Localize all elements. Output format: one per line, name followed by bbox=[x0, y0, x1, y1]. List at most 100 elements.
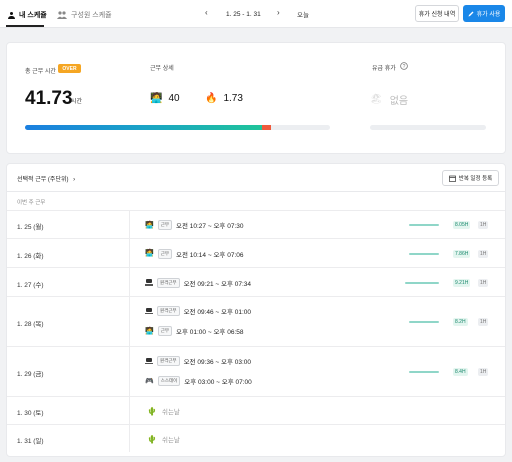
work-timeline bbox=[409, 371, 439, 373]
work-entry[interactable]: 원격근무 오전 09:21 ~ 오후 07:34 bbox=[145, 277, 252, 288]
break-badge: 1H bbox=[478, 318, 489, 326]
chevron-right-icon: › bbox=[73, 177, 76, 183]
work-time: 오전 10:14 ~ 오후 07:06 bbox=[176, 251, 244, 259]
tab-my-schedule-label: 내 스케쥴 bbox=[19, 12, 47, 19]
worker-count: 40 bbox=[168, 93, 180, 104]
work-type-tag: 원격근무 bbox=[157, 306, 180, 316]
schedule-header: 선택적 근무 (주단위) › 반복 일정 등록 bbox=[7, 164, 505, 192]
work-entry[interactable]: 🧑‍💻 근무 오전 10:14 ~ 오후 07:06 bbox=[145, 248, 244, 259]
summary-card bbox=[6, 42, 506, 154]
paid-leave-label: 유급 휴가 bbox=[372, 66, 396, 72]
work-entry[interactable]: 🎮 스스데이 오후 03:00 ~ 오후 07:00 bbox=[145, 376, 252, 386]
cactus-icon: 🌵 bbox=[147, 406, 157, 416]
break-badge: 1H bbox=[478, 221, 489, 229]
pencil-icon bbox=[468, 11, 474, 16]
rest-day: 🌵 쉬는날 bbox=[147, 434, 180, 445]
row-date: 1. 26 (화) bbox=[17, 252, 44, 260]
laptop-icon bbox=[145, 307, 153, 315]
total-work-label: 총 근무 시간 bbox=[25, 69, 56, 75]
work-entry[interactable]: 🧑‍💻 근무 오전 10:27 ~ 오후 07:30 bbox=[145, 220, 243, 230]
schedule-type-link[interactable]: 선택적 근무 (주단위) › bbox=[17, 174, 75, 183]
work-time: 오전 10:27 ~ 오후 07:30 bbox=[176, 223, 244, 230]
rest-day: 🌵 쉬는날 bbox=[147, 406, 180, 417]
leave-history-button[interactable]: 휴가 신청 내역 bbox=[415, 5, 459, 22]
break-badge: 1H bbox=[478, 249, 489, 258]
progress-normal-fill bbox=[25, 125, 262, 130]
work-time: 오전 09:46 ~ 오후 01:00 bbox=[183, 309, 252, 316]
work-time: 오전 09:36 ~ 오후 03:00 bbox=[183, 359, 252, 366]
overtime-value: 1.73 bbox=[223, 93, 243, 104]
schedule-row[interactable]: 1. 29 (금) 원격근무 오전 09:36 ~ 오후 03:00 🎮 스스데이 오후 … bbox=[7, 346, 505, 396]
progress-over-fill bbox=[262, 125, 271, 130]
fire-icon: 🔥 bbox=[205, 92, 218, 104]
laptop-icon bbox=[145, 357, 153, 365]
row-date: 1. 25 (월) bbox=[17, 224, 44, 231]
work-detail-label: 근무 상세 bbox=[150, 66, 174, 72]
tab-member-schedule[interactable]: 구성원 스케쥴 bbox=[57, 8, 112, 22]
next-week-button[interactable]: › bbox=[277, 8, 280, 17]
schedule-type-label: 선택적 근무 (주단위) bbox=[17, 177, 69, 183]
work-time: 오후 03:00 ~ 오후 07:00 bbox=[184, 379, 252, 386]
row-divider bbox=[129, 211, 130, 238]
leave-value: 없음 bbox=[389, 96, 409, 107]
work-hours-badge: 8.4H bbox=[453, 368, 468, 376]
total-hours-value: 41.73 bbox=[25, 88, 73, 109]
help-icon[interactable]: ? bbox=[400, 62, 408, 70]
work-type-tag: 근무 bbox=[157, 220, 172, 230]
leave-progress-bar bbox=[370, 125, 486, 130]
work-type-tag: 원격근무 bbox=[157, 356, 180, 366]
use-leave-label: 휴가 사용 bbox=[476, 12, 501, 18]
work-timeline bbox=[409, 252, 439, 255]
work-type-tag: 원격근무 bbox=[157, 277, 180, 288]
row-date: 1. 27 (수) bbox=[17, 281, 44, 289]
worker-emoji-icon: 🧑‍💻 bbox=[145, 250, 154, 257]
beach-icon: 🏖 bbox=[370, 93, 383, 105]
work-timeline bbox=[409, 224, 439, 226]
row-divider bbox=[129, 297, 130, 346]
leave-status: 🏖 없음 bbox=[370, 92, 408, 107]
date-range: 1. 25 - 1. 31 bbox=[226, 10, 261, 18]
laptop-icon bbox=[145, 279, 153, 286]
rest-label: 쉬는날 bbox=[161, 409, 180, 416]
work-type-tag: 근무 bbox=[157, 248, 172, 259]
row-date: 1. 28 (목) bbox=[17, 321, 44, 328]
calendar-icon bbox=[448, 175, 456, 182]
work-entry[interactable]: 원격근무 오전 09:36 ~ 오후 03:00 bbox=[145, 356, 251, 366]
work-hours-badge: 8.2H bbox=[453, 318, 468, 326]
row-date: 1. 30 (토) bbox=[17, 410, 44, 417]
schedule-row[interactable]: 1. 30 (토) 🌵 쉬는날 bbox=[7, 396, 505, 424]
work-time: 오후 01:00 ~ 오후 06:58 bbox=[176, 329, 244, 336]
tab-my-schedule[interactable]: 내 스케쥴 bbox=[8, 8, 47, 22]
gamepad-icon: 🎮 bbox=[145, 377, 154, 385]
use-leave-button[interactable]: 휴가 사용 bbox=[463, 5, 505, 22]
schedule-row[interactable]: 1. 31 (일) 🌵 쉬는날 bbox=[7, 424, 505, 452]
work-time: 오전 09:21 ~ 오후 07:34 bbox=[183, 280, 252, 288]
row-divider bbox=[129, 239, 130, 267]
leave-history-label: 휴가 신청 내역 bbox=[418, 12, 456, 18]
work-entry[interactable]: 🧑‍💻 근무 오후 01:00 ~ 오후 06:58 bbox=[145, 326, 243, 336]
work-timeline bbox=[405, 281, 439, 284]
work-hours-badge: 8.05H bbox=[453, 221, 471, 229]
over-badge: OVER bbox=[58, 64, 81, 73]
schedule-row[interactable]: 1. 27 (수) 원격근무 오전 09:21 ~ 오후 07:34 9.21H 1H bbox=[7, 267, 505, 296]
cactus-icon: 🌵 bbox=[147, 434, 157, 444]
schedule-row[interactable]: 1. 26 (화) 🧑‍💻 근무 오전 10:14 ~ 오후 07:06 7.86H 1H bbox=[7, 238, 505, 267]
today-button[interactable]: 오늘 bbox=[297, 12, 309, 19]
worker-emoji-icon: 🧑‍💻 bbox=[150, 92, 163, 104]
top-bar: 내 스케쥴 구성원 스케쥴 ‹ 1. 25 - 1. 31 › 오늘 휴가 신청… bbox=[0, 0, 512, 28]
schedule-row[interactable]: 1. 28 (목) 원격근무 오전 09:46 ~ 오후 01:00 🧑‍💻 근무 오후 … bbox=[7, 296, 505, 346]
active-tab-indicator bbox=[6, 25, 44, 27]
repeat-schedule-label: 반복 일정 등록 bbox=[458, 176, 493, 182]
rest-label: 쉬는날 bbox=[161, 437, 180, 444]
schedule-row[interactable]: 1. 25 (월) 🧑‍💻 근무 오전 10:27 ~ 오후 07:30 8.05H 1H bbox=[7, 210, 505, 238]
repeat-schedule-button[interactable]: 반복 일정 등록 bbox=[442, 170, 499, 186]
work-timeline bbox=[409, 321, 439, 323]
prev-week-button[interactable]: ‹ bbox=[205, 8, 208, 17]
work-hours-badge: 9.21H bbox=[453, 278, 471, 287]
week-label: 이번 주 근무 bbox=[17, 200, 46, 206]
schedule-card: 선택적 근무 (주단위) › 반복 일정 등록 이번 주 근무 1. 25 (월… bbox=[6, 163, 506, 457]
tab-member-schedule-label: 구성원 스케쥴 bbox=[71, 12, 112, 19]
worker-emoji-icon: 🧑‍💻 bbox=[145, 327, 154, 335]
work-entry[interactable]: 원격근무 오전 09:46 ~ 오후 01:00 bbox=[145, 306, 251, 316]
total-hours-unit: 시간 bbox=[71, 99, 83, 105]
